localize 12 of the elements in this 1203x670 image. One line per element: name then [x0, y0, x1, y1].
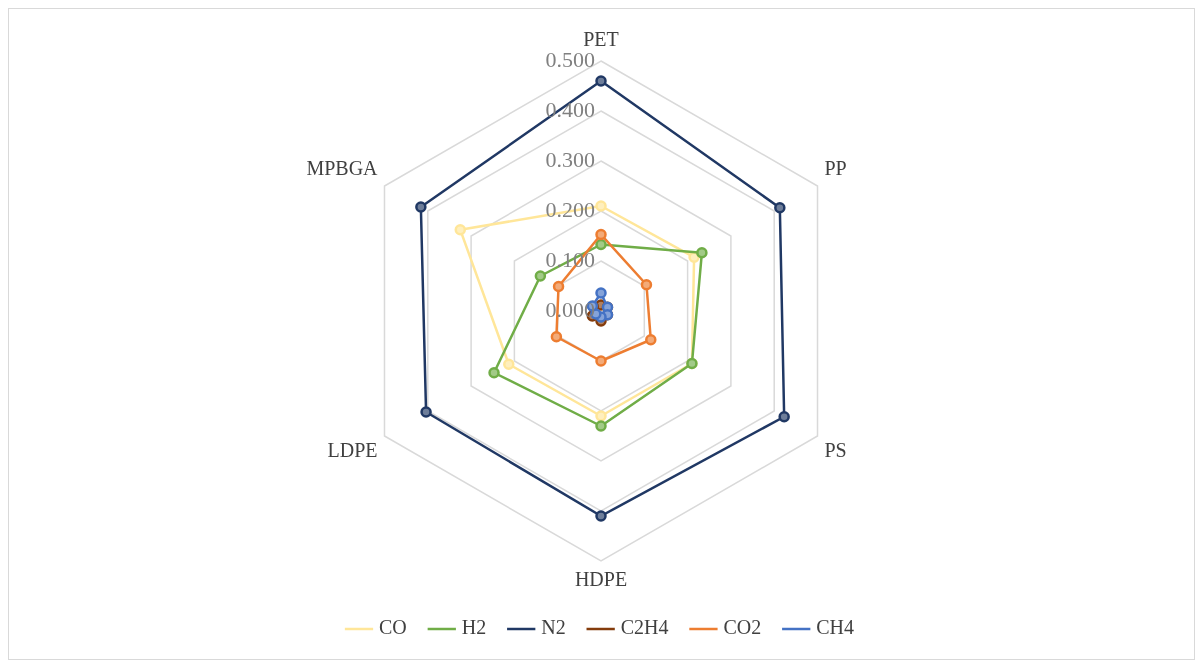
- spoke-label: PS: [824, 439, 847, 462]
- spoke-label: LDPE: [327, 439, 378, 462]
- legend-label: CO: [378, 616, 407, 639]
- legend-label: CO2: [723, 616, 762, 639]
- legend-label: H2: [461, 616, 487, 639]
- spoke-label: HDPE: [574, 568, 628, 591]
- y-tick-label: 0.300: [545, 146, 595, 172]
- spoke-label: PP: [824, 157, 847, 180]
- legend-label: C2H4: [620, 616, 669, 639]
- legend-label: CH4: [816, 616, 855, 639]
- legend-label: N2: [541, 616, 566, 639]
- spoke-label: MPBGA: [306, 157, 379, 180]
